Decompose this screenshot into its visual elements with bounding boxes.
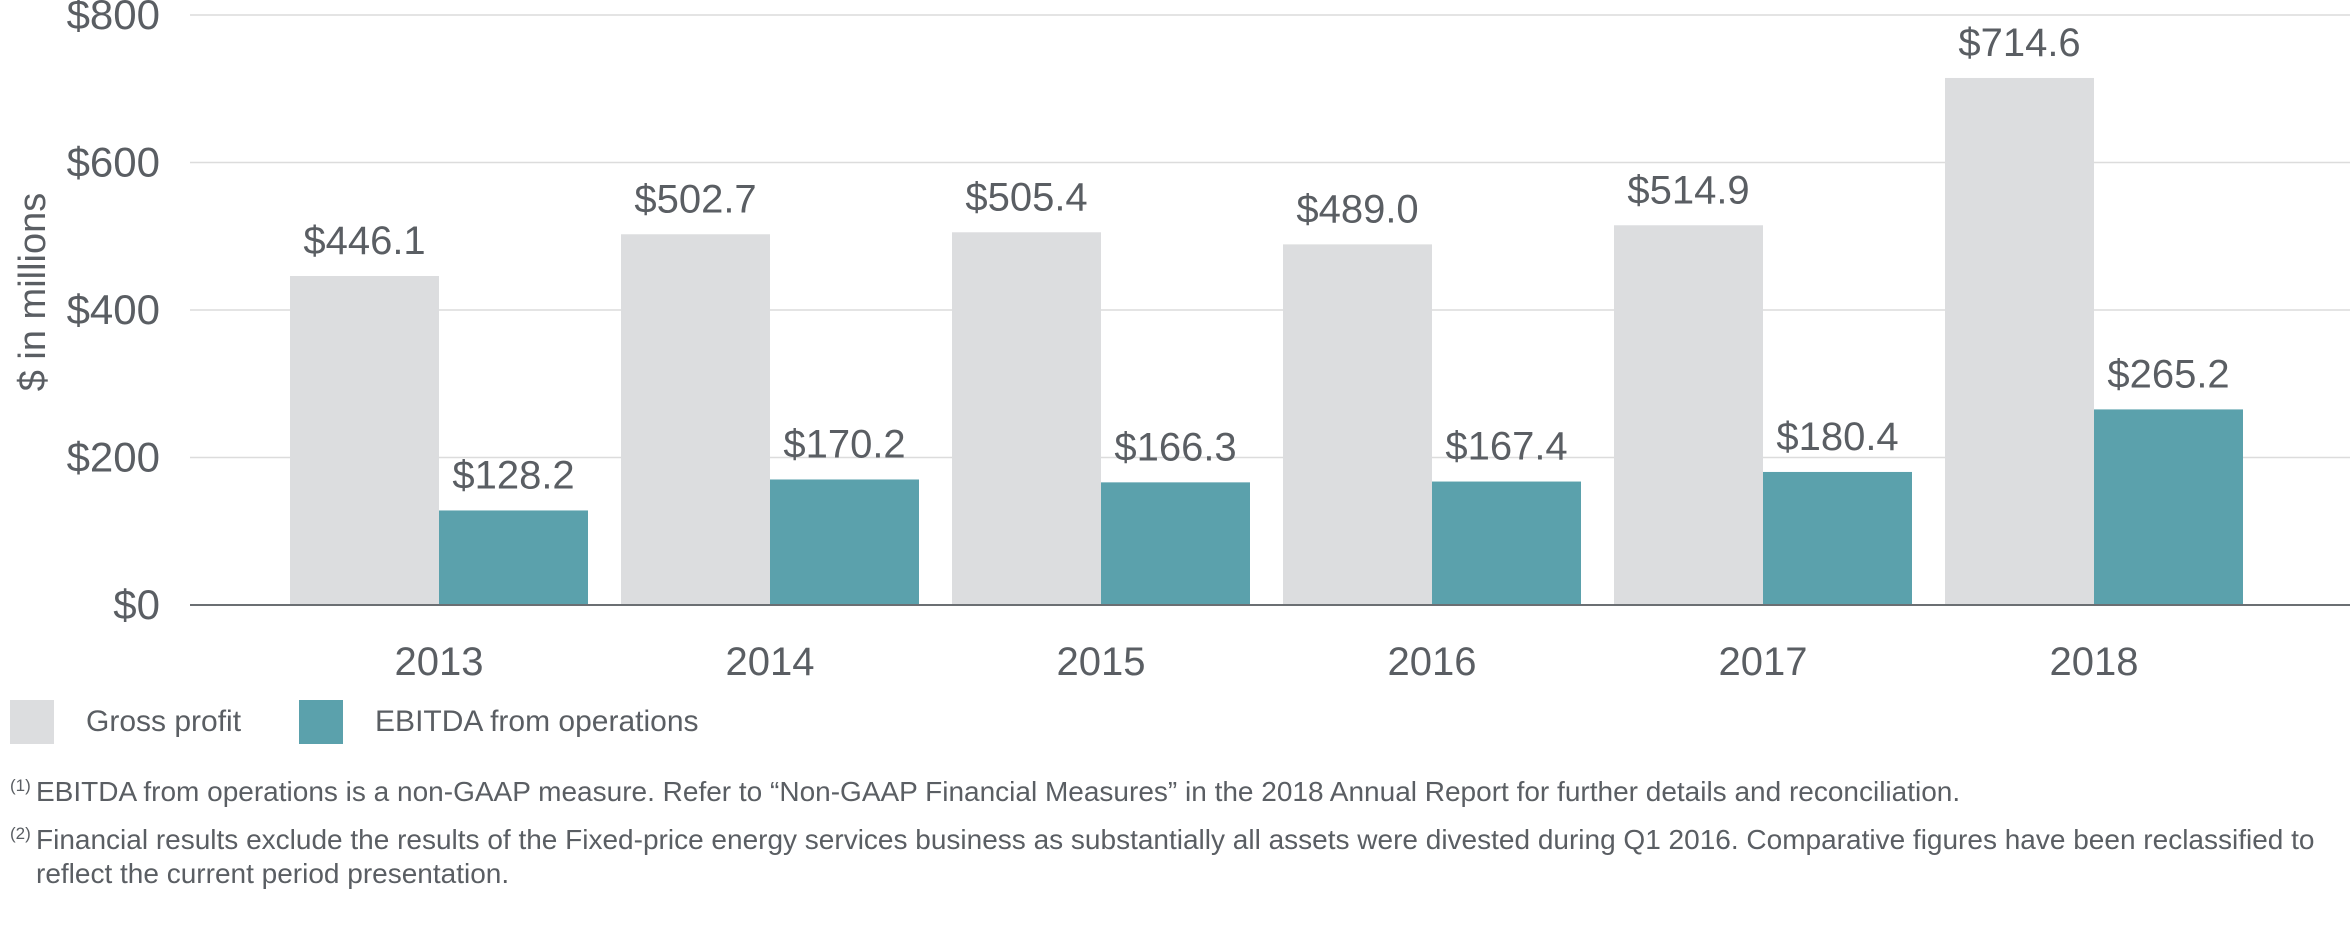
bar-gross-profit xyxy=(621,234,770,606)
bar-chart: $0 $200 $400 $600 $800 $ in millions $446.1 $12… xyxy=(12,0,2350,684)
legend-item-ebitda: EBITDA from operations xyxy=(299,700,699,744)
legend-item-gross-profit: Gross profit xyxy=(10,700,241,744)
data-label-gross-profit: $489.0 xyxy=(1296,187,1418,231)
x-tick-label: 2015 xyxy=(1057,640,1146,684)
bar-gross-profit xyxy=(1283,244,1432,606)
chart-legend: Gross profit EBITDA from operations xyxy=(10,700,757,744)
legend-swatch-ebitda xyxy=(299,700,344,744)
y-tick-label: $600 xyxy=(67,139,160,186)
footnote-2-text: Financial results exclude the results of… xyxy=(36,824,2315,889)
x-tick-label: 2017 xyxy=(1719,640,1808,684)
legend-label-ebitda: EBITDA from operations xyxy=(375,705,699,738)
x-tick-label: 2018 xyxy=(2050,640,2139,684)
data-label-ebitda: $265.2 xyxy=(2107,352,2229,396)
data-label-ebitda: $167.4 xyxy=(1445,425,1567,469)
bar-ebitda xyxy=(439,510,588,605)
footnotes: (1) EBITDA from operations is a non-GAAP… xyxy=(10,775,2340,905)
bar-gross-profit xyxy=(952,232,1101,605)
y-tick-label: $0 xyxy=(113,581,160,628)
data-label-ebitda: $166.3 xyxy=(1114,425,1236,469)
data-label-gross-profit: $714.6 xyxy=(1958,21,2080,65)
x-tick-label: 2016 xyxy=(1388,640,1477,684)
footnote-1-marker: (1) xyxy=(10,776,31,795)
x-tick-label: 2014 xyxy=(726,640,815,684)
y-axis-title: $ in millions xyxy=(12,193,54,392)
x-tick-label: 2013 xyxy=(395,640,484,684)
data-label-gross-profit: $505.4 xyxy=(965,175,1087,219)
footnote-2: (2) Financial results exclude the result… xyxy=(10,823,2340,891)
data-label-ebitda: $128.2 xyxy=(452,453,574,497)
y-tick-label: $800 xyxy=(67,0,160,38)
data-label-ebitda: $180.4 xyxy=(1776,415,1898,459)
footnote-1-text: EBITDA from operations is a non-GAAP mea… xyxy=(36,776,1961,807)
bar-ebitda xyxy=(1432,481,1581,605)
data-label-gross-profit: $502.7 xyxy=(634,177,756,221)
legend-label-gross-profit: Gross profit xyxy=(86,705,242,738)
bar-ebitda xyxy=(1763,471,1912,605)
bar-ebitda xyxy=(1101,482,1250,605)
y-tick-label: $400 xyxy=(67,286,160,333)
footnote-1: (1) EBITDA from operations is a non-GAAP… xyxy=(10,775,2340,809)
data-label-gross-profit: $446.1 xyxy=(303,219,425,263)
bar-ebitda xyxy=(2094,409,2243,605)
data-label-gross-profit: $514.9 xyxy=(1627,168,1749,212)
data-label-ebitda: $170.2 xyxy=(783,422,905,466)
bar-gross-profit xyxy=(290,276,439,605)
legend-swatch-gross-profit xyxy=(10,700,54,744)
footnote-2-marker: (2) xyxy=(10,824,31,843)
bar-gross-profit xyxy=(1614,225,1763,606)
bar-ebitda xyxy=(770,479,919,605)
y-tick-label: $200 xyxy=(67,434,160,481)
bar-gross-profit xyxy=(1945,77,2094,606)
